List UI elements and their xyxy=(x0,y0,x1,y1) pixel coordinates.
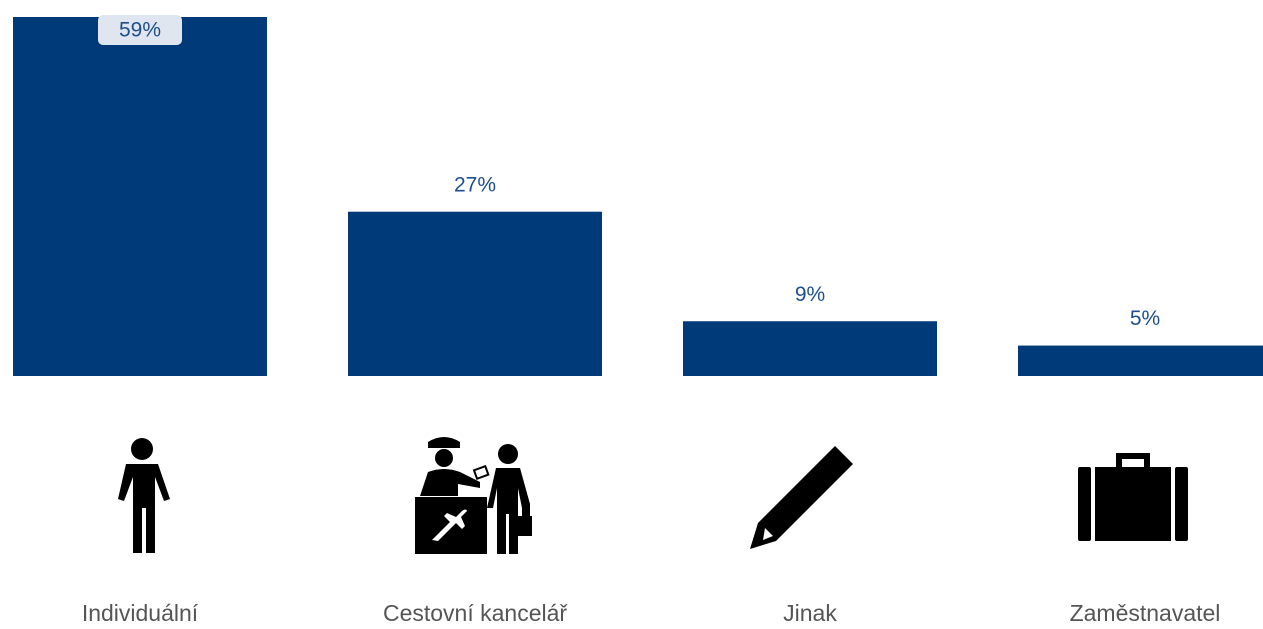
value-label: 5% xyxy=(1130,307,1160,330)
category-label: Individuální xyxy=(82,600,199,626)
value-label: 59% xyxy=(119,19,161,42)
bar xyxy=(683,321,937,376)
value-label: 27% xyxy=(454,173,496,196)
category-label: Cestovní kancelář xyxy=(383,600,568,626)
category-label: Zaměstnavatel xyxy=(1070,600,1221,626)
bar xyxy=(13,17,267,376)
bar xyxy=(348,211,602,376)
category-label: Jinak xyxy=(783,600,837,626)
briefcase-icon xyxy=(1078,453,1188,541)
value-label-bg xyxy=(98,15,182,45)
travel-agent-icon xyxy=(415,437,532,554)
pencil-icon xyxy=(750,446,853,549)
value-label: 9% xyxy=(795,283,825,306)
bar xyxy=(1018,345,1263,376)
person-icon xyxy=(118,438,170,553)
